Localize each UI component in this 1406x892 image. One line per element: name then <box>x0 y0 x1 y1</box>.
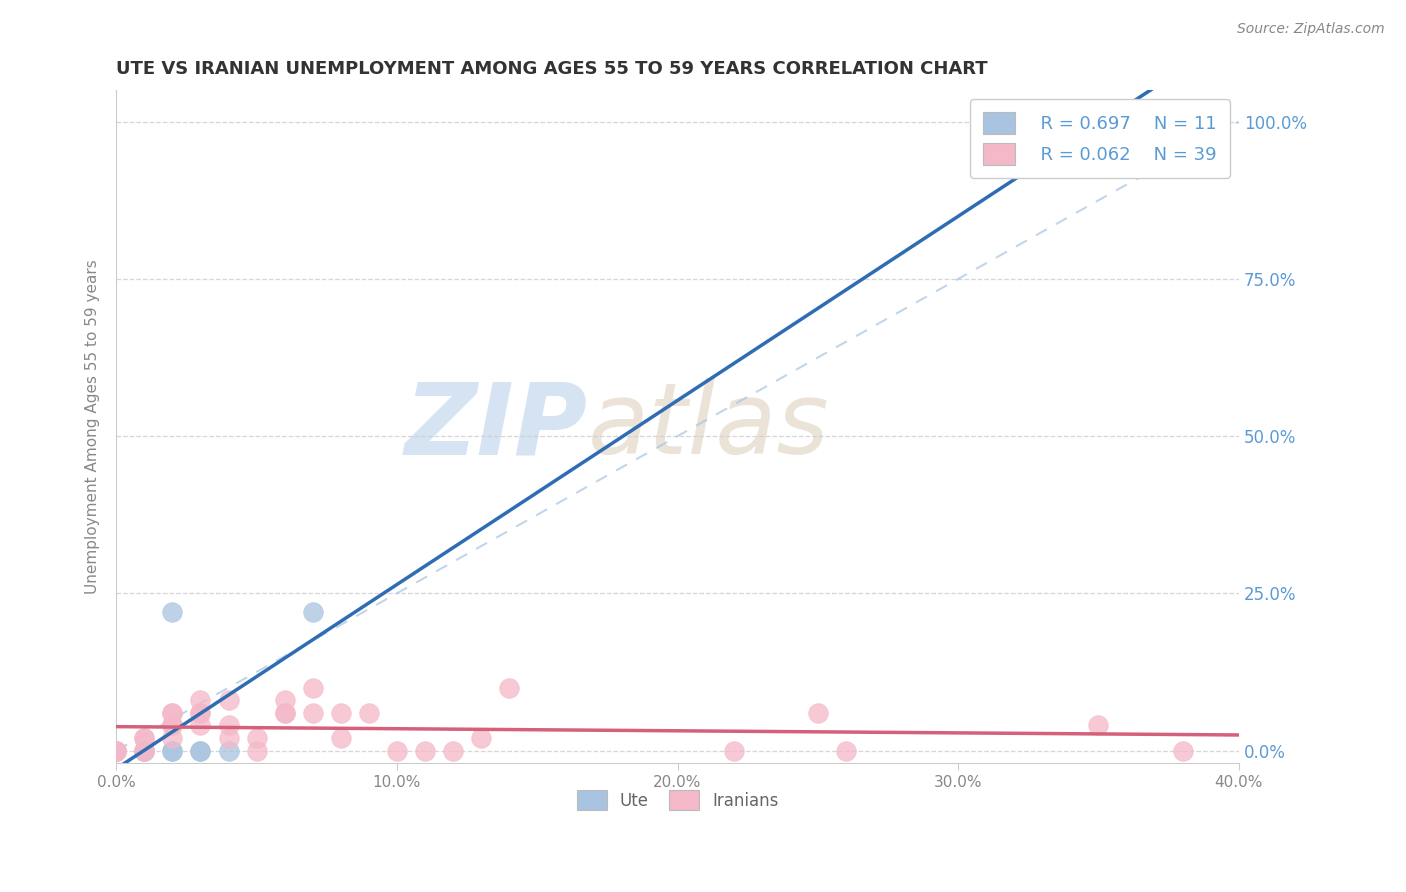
Point <box>329 731 352 745</box>
Point <box>162 605 184 619</box>
Point <box>413 743 436 757</box>
Point <box>105 743 128 757</box>
Point <box>162 718 184 732</box>
Point <box>301 706 323 720</box>
Point <box>245 731 267 745</box>
Point <box>134 743 156 757</box>
Point <box>162 743 184 757</box>
Point <box>134 743 156 757</box>
Point <box>105 743 128 757</box>
Point <box>273 693 295 707</box>
Text: UTE VS IRANIAN UNEMPLOYMENT AMONG AGES 55 TO 59 YEARS CORRELATION CHART: UTE VS IRANIAN UNEMPLOYMENT AMONG AGES 5… <box>117 60 988 78</box>
Point <box>162 731 184 745</box>
Point <box>162 743 184 757</box>
Point <box>807 706 830 720</box>
Point <box>162 706 184 720</box>
Point <box>218 718 240 732</box>
Point <box>218 743 240 757</box>
Point <box>245 743 267 757</box>
Point <box>134 743 156 757</box>
Point <box>1087 718 1109 732</box>
Point <box>162 718 184 732</box>
Point <box>357 706 380 720</box>
Point <box>1171 743 1194 757</box>
Point <box>190 718 212 732</box>
Point <box>105 743 128 757</box>
Point <box>134 731 156 745</box>
Point <box>218 731 240 745</box>
Point <box>134 743 156 757</box>
Point <box>273 706 295 720</box>
Point <box>190 743 212 757</box>
Point <box>385 743 408 757</box>
Point <box>498 681 520 695</box>
Text: atlas: atlas <box>588 378 830 475</box>
Point <box>273 706 295 720</box>
Point <box>301 681 323 695</box>
Text: ZIP: ZIP <box>405 378 588 475</box>
Point <box>835 743 858 757</box>
Point <box>441 743 464 757</box>
Point <box>190 743 212 757</box>
Point <box>105 743 128 757</box>
Point <box>190 706 212 720</box>
Text: Source: ZipAtlas.com: Source: ZipAtlas.com <box>1237 22 1385 37</box>
Point <box>218 693 240 707</box>
Point <box>301 605 323 619</box>
Legend: Ute, Iranians: Ute, Iranians <box>565 779 790 822</box>
Point <box>162 706 184 720</box>
Point <box>190 693 212 707</box>
Point <box>470 731 492 745</box>
Point <box>1087 114 1109 128</box>
Point <box>723 743 745 757</box>
Point <box>190 706 212 720</box>
Point <box>134 731 156 745</box>
Y-axis label: Unemployment Among Ages 55 to 59 years: Unemployment Among Ages 55 to 59 years <box>86 260 100 594</box>
Point <box>329 706 352 720</box>
